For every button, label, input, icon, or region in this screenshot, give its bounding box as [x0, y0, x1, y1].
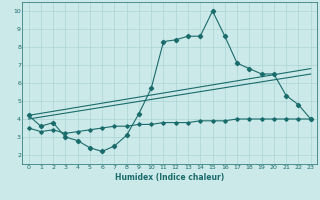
- X-axis label: Humidex (Indice chaleur): Humidex (Indice chaleur): [115, 173, 224, 182]
